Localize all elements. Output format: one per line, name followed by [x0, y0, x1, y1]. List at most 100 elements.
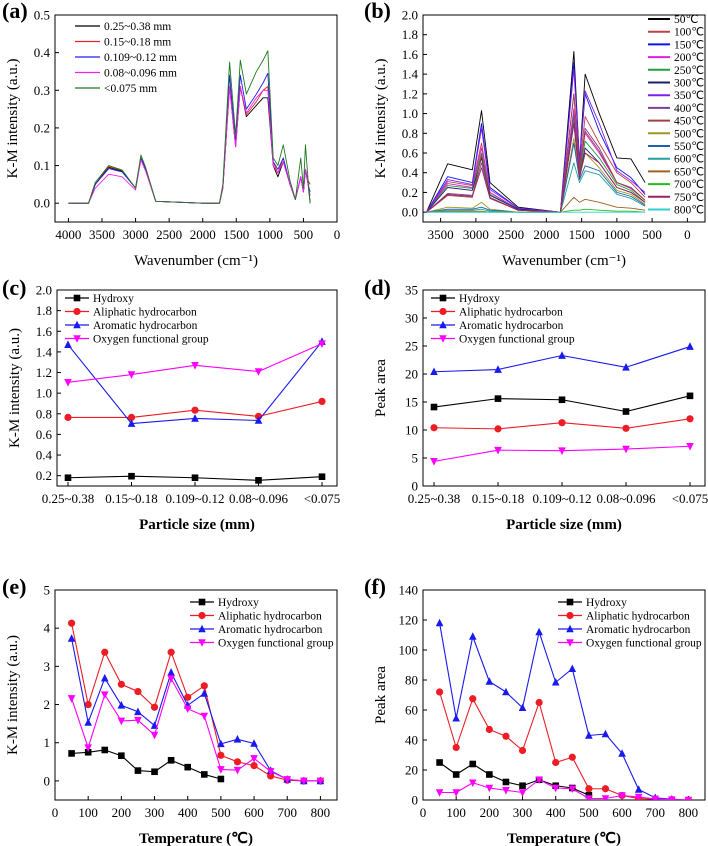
series-line-5 [426, 122, 646, 213]
marker-triangle-down [494, 446, 502, 455]
legend-label: Aliphatic hydrocarbon [586, 611, 690, 623]
plot-frame [54, 589, 338, 801]
x-tick-label: 0.08~0.096 [596, 491, 656, 506]
x-tick-label: 0.15~0.18 [105, 491, 158, 506]
marker-triangle-up [233, 734, 242, 743]
x-tick-label: 0.25~0.38 [408, 491, 461, 506]
y-tick-label: 0.3 [34, 83, 50, 98]
marker-triangle-down [67, 695, 76, 703]
legend-label: 0.15~0.18 mm [104, 37, 171, 49]
marker-triangle-down [651, 795, 660, 800]
legend-label: Aromatic hydrocarbon [218, 624, 323, 636]
marker-triangle-down [318, 340, 326, 348]
marker-square [622, 408, 630, 415]
y-tick-label: 0 [412, 479, 419, 494]
marker-triangle-up [634, 785, 643, 793]
y-tick-label: 4 [44, 621, 51, 636]
marker-triangle-down [439, 335, 447, 343]
marker-triangle-up [430, 367, 438, 376]
x-tick-label: 1500 [569, 227, 595, 242]
marker-circle [64, 413, 72, 421]
y-axis-title: K-M intensity (a.u.) [7, 328, 23, 448]
marker-circle [485, 725, 493, 734]
plot-area [430, 342, 694, 466]
y-tick-label: 2.0 [36, 283, 52, 298]
marker-circle [198, 611, 206, 620]
series-line-2 [433, 346, 691, 373]
plot-frame [422, 14, 706, 223]
marker-triangle-up [127, 419, 136, 427]
marker-triangle-down [266, 768, 275, 776]
y-tick-label: 0.8 [36, 406, 52, 421]
y-tick-label: 0.0 [34, 196, 50, 211]
marker-square [68, 750, 75, 757]
marker-triangle-down [183, 705, 192, 714]
marker-square [64, 474, 72, 482]
marker-triangle-up [622, 362, 630, 371]
marker-triangle-down [127, 371, 136, 379]
marker-circle [150, 703, 159, 711]
marker-square [128, 472, 135, 480]
y-tick-label: 20 [405, 763, 418, 778]
marker-circle [117, 680, 125, 688]
marker-triangle-up [217, 739, 225, 748]
marker-triangle-down [300, 777, 308, 786]
marker-triangle-up [452, 713, 460, 722]
x-tick-label: 500 [579, 805, 599, 820]
legend-label: 750℃ [674, 192, 704, 204]
y-tick-label: 1.4 [402, 67, 419, 82]
chart-panel-a: 0.0 0.1 0.2 0.3 0.4 0.5 4000 3500 3000 2500 2000 15… [2, 0, 340, 269]
y-tick-label: 1.6 [36, 324, 53, 339]
marker-triangle-up [535, 627, 543, 636]
marker-circle [502, 732, 510, 740]
y-tick-label: 1.2 [402, 86, 418, 101]
x-tick-label: 0 [52, 805, 59, 820]
y-tick-label: 0.4 [36, 448, 53, 463]
series-line-1 [439, 691, 689, 800]
x-tick-label: 0.25~0.38 [42, 491, 95, 506]
marker-triangle-down [686, 442, 694, 451]
x-axis-title: Temperature (℃) [507, 831, 621, 846]
x-tick-label: 0.109~0.12 [165, 491, 224, 506]
marker-square [184, 763, 192, 771]
legend-label: Aromatic hydrocarbon [459, 320, 564, 332]
marker-triangle-down [198, 639, 206, 647]
marker-triangle-down [167, 675, 175, 683]
marker-triangle-up [67, 634, 76, 642]
legend-label: 350℃ [674, 90, 704, 102]
x-tick-label: 0 [334, 227, 341, 242]
marker-triangle-down [200, 712, 209, 721]
marker-triangle-up [518, 703, 527, 712]
marker-triangle-up [568, 664, 577, 673]
x-tick-label: 1000 [257, 227, 283, 242]
legend-label: 150℃ [674, 39, 704, 51]
marker-square [134, 767, 142, 774]
legend-label: Aliphatic hydrocarbon [218, 611, 322, 623]
marker-square [191, 474, 199, 482]
marker-circle [435, 688, 444, 696]
marker-square [558, 396, 566, 404]
marker-circle [552, 758, 560, 767]
marker-triangle-up [64, 340, 72, 348]
marker-triangle-down [452, 789, 460, 797]
marker-triangle-up [134, 707, 142, 716]
marker-triangle-down [435, 789, 444, 797]
marker-circle [73, 307, 81, 316]
marker-triangle-down [468, 779, 477, 788]
y-axis-title: K-M intensity (a.u.) [373, 59, 389, 179]
marker-triangle-up [435, 618, 444, 627]
marker-triangle-up [250, 739, 258, 747]
series-line-1 [68, 86, 311, 204]
marker-triangle-up [117, 701, 126, 709]
marker-triangle-down [117, 717, 126, 726]
marker-triangle-up [100, 673, 109, 682]
marker-circle [686, 415, 694, 423]
y-tick-label: 0.6 [36, 427, 53, 442]
y-tick-label: 1 [44, 735, 51, 750]
marker-triangle-up [254, 416, 263, 424]
y-tick-label: 2 [44, 697, 51, 712]
plot-frame [56, 289, 338, 487]
marker-triangle-down [233, 766, 242, 775]
y-tick-label: 2.0 [402, 8, 418, 23]
